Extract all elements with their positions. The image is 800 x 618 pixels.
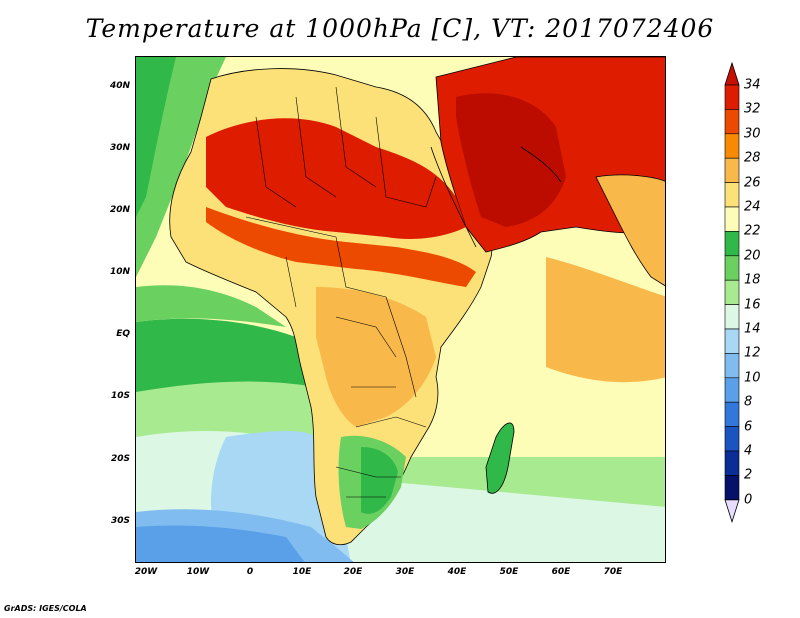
colorbar-label: 14 xyxy=(744,321,761,337)
map-title: Temperature at 1000hPa [C], VT: 20170724… xyxy=(85,14,715,43)
lon-label-0: 0 xyxy=(246,567,254,577)
lon-label-70e: 70E xyxy=(603,567,623,577)
colorbar-under-triangle xyxy=(724,499,740,524)
lon-label-20e: 20E xyxy=(343,567,363,577)
grads-credit: GrADS: IGES/COLA xyxy=(4,604,87,613)
colorbar-label: 24 xyxy=(744,199,761,215)
colorbar-label: 16 xyxy=(744,297,761,313)
colorbar-box xyxy=(724,255,740,281)
colorbar-label: 6 xyxy=(744,419,753,435)
lon-label-50e: 50E xyxy=(499,567,519,577)
lon-label-20w: 20W xyxy=(134,567,158,577)
colorbar-label: 26 xyxy=(744,175,761,191)
colorbar-box xyxy=(724,426,740,452)
map-plot-area xyxy=(135,56,666,563)
lat-label-10n: 10N xyxy=(109,267,130,277)
north-atlantic-darkgreen xyxy=(136,57,176,217)
colorbar-box xyxy=(724,401,740,427)
colorbar-box xyxy=(724,328,740,354)
atlantic-light-green xyxy=(136,285,286,327)
colorbar-label: 8 xyxy=(744,394,753,410)
colorbar-box xyxy=(724,182,740,208)
colorbar-label: 30 xyxy=(744,126,761,142)
colorbar-box xyxy=(724,450,740,476)
lat-label-10s: 10S xyxy=(110,391,130,401)
colorbar-label: 4 xyxy=(744,443,753,459)
persian-gulf-outline xyxy=(520,146,562,183)
colorbar-box xyxy=(724,279,740,305)
sahara-hot-core xyxy=(206,118,466,239)
colorbar-box xyxy=(724,353,740,379)
colorbar-label: 2 xyxy=(744,467,753,483)
colorbar-box xyxy=(724,133,740,159)
colorbar-box xyxy=(724,304,740,330)
colorbar-label: 0 xyxy=(744,492,753,508)
colorbar-label: 34 xyxy=(744,77,761,93)
lat-label-30n: 30N xyxy=(109,143,130,153)
colorbar-over-triangle xyxy=(724,61,740,86)
colorbar-box xyxy=(724,157,740,183)
colorbar-label: 22 xyxy=(744,223,761,239)
colorbar-box xyxy=(724,109,740,135)
colorbar-label: 12 xyxy=(744,345,761,361)
temperature-field-map xyxy=(136,57,665,562)
atlantic-green-band xyxy=(136,318,316,392)
colorbar-label: 28 xyxy=(744,150,761,166)
red-sea-outline xyxy=(430,146,477,248)
central-africa-warm xyxy=(316,287,436,427)
colorbar-box xyxy=(724,231,740,257)
colorbar-label: 10 xyxy=(744,370,761,386)
lat-label-20n: 20N xyxy=(109,205,130,215)
cold-ocean-darker xyxy=(136,525,305,562)
lon-label-30e: 30E xyxy=(395,567,415,577)
lat-label-eq: EQ xyxy=(116,329,130,339)
colorbar-box xyxy=(724,206,740,232)
colorbar-label: 32 xyxy=(744,101,761,117)
lat-label-20s: 20S xyxy=(110,454,130,464)
lat-label-30s: 30S xyxy=(110,516,130,526)
indian-ocean-orange xyxy=(546,257,665,383)
lon-label-10e: 10E xyxy=(292,567,312,577)
lon-label-10w: 10W xyxy=(186,567,210,577)
india-landmass xyxy=(595,174,665,287)
lon-label-60e: 60E xyxy=(551,567,571,577)
colorbar-label: 18 xyxy=(744,272,761,288)
lat-label-40n: 40N xyxy=(109,81,130,91)
colorbar-label: 20 xyxy=(744,248,761,264)
colorbar-box xyxy=(724,377,740,403)
country-borders xyxy=(245,86,437,498)
colorbar-box xyxy=(724,84,740,110)
colorbar-box xyxy=(724,475,740,501)
sahara-orange-rim xyxy=(206,207,476,287)
arabia-hot-core xyxy=(456,93,566,227)
lon-label-40e: 40E xyxy=(447,567,467,577)
madagascar xyxy=(485,422,515,494)
